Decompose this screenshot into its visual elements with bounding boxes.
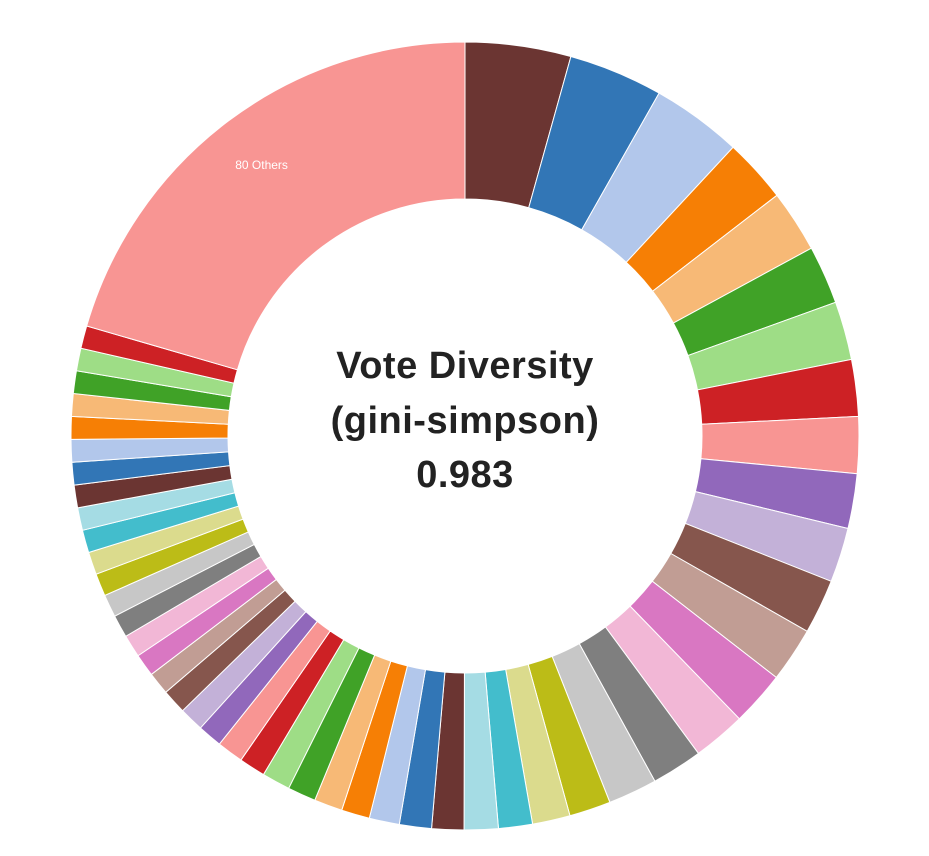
center-title-line2: (gini-simpson) [331,400,600,442]
center-title-line1: Vote Diversity [336,345,594,387]
slice-others-label: 80 Others [235,158,288,172]
center-diversity-value: 0.983 [416,454,514,496]
donut-labels: 80 Others [235,158,288,172]
donut-slices [70,41,860,831]
slice-others[interactable] [86,41,466,371]
